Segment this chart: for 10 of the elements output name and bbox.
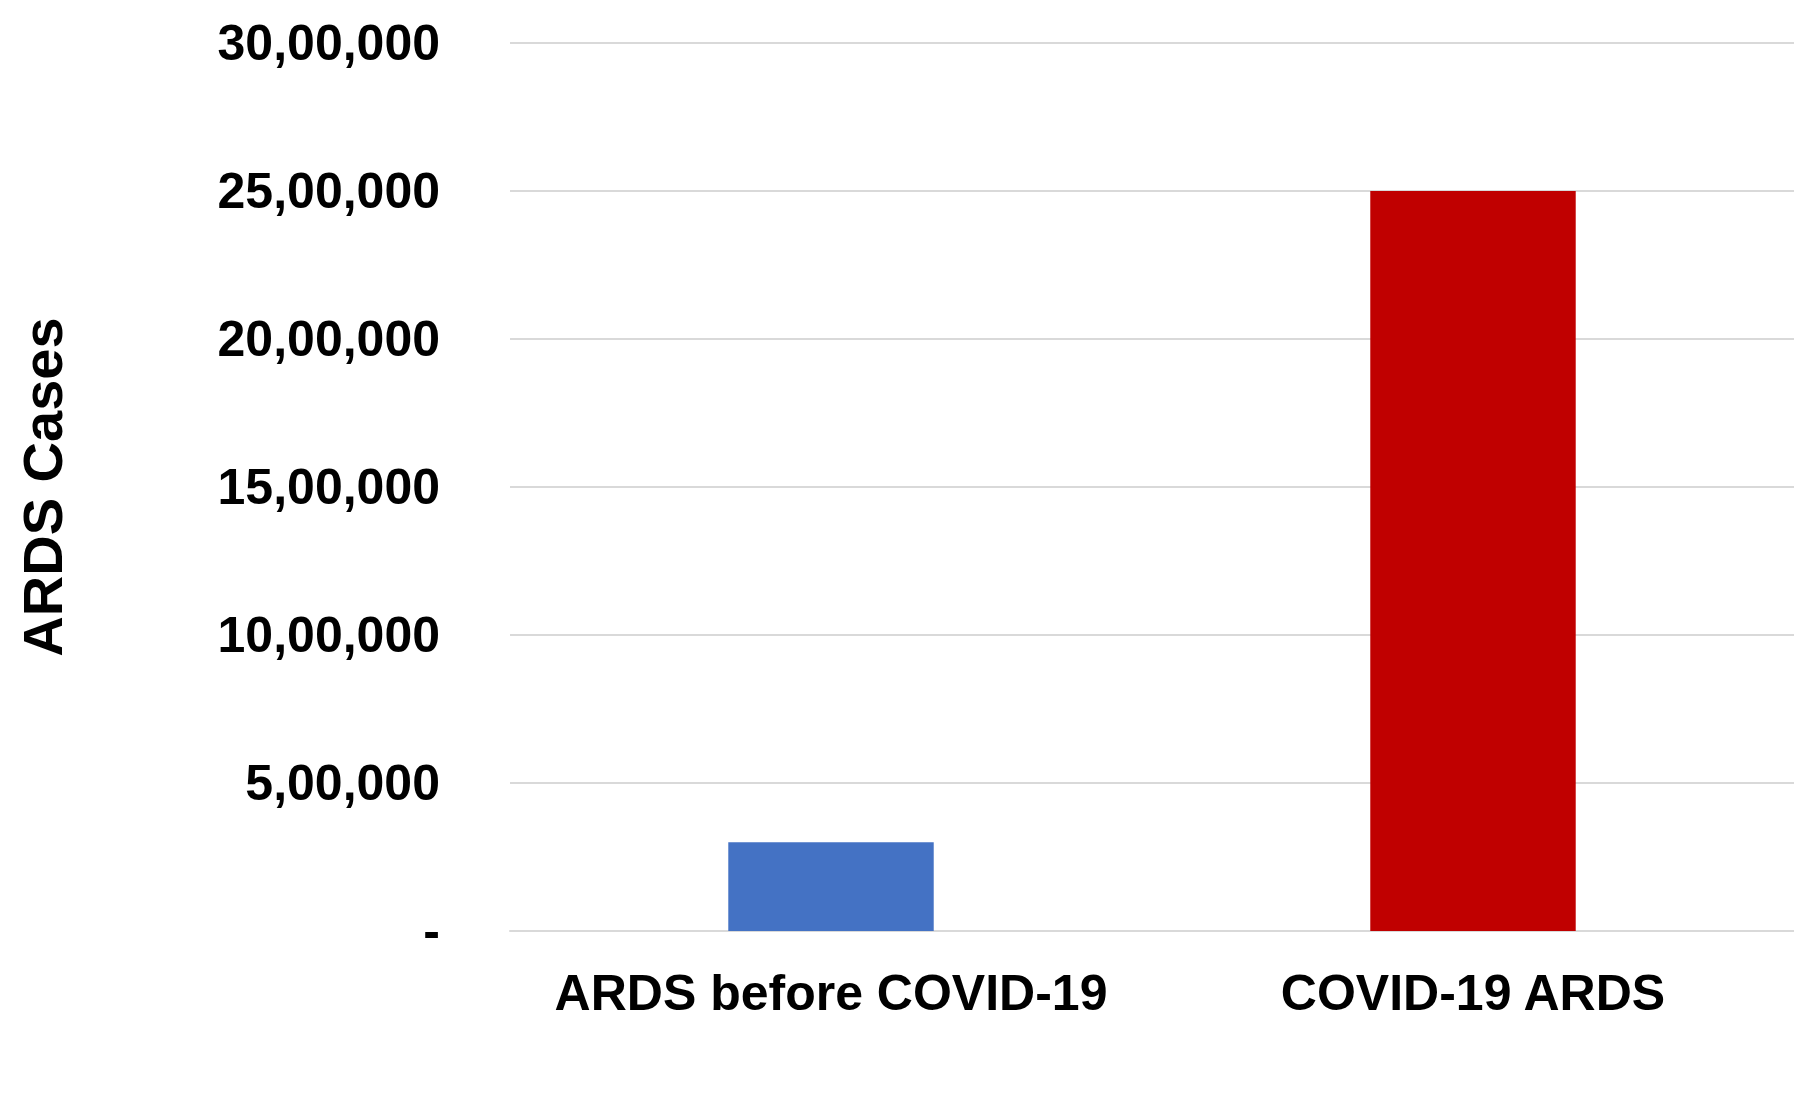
y-axis-title: ARDS Cases [10,317,74,657]
y-tick-label: 5,00,000 [245,755,440,811]
y-tick-label: 15,00,000 [217,459,440,515]
y-tick-label: 25,00,000 [217,163,440,219]
y-tick-label: 30,00,000 [217,15,440,71]
x-tick-label: COVID-19 ARDS [1280,965,1666,1021]
y-tick-label: 20,00,000 [217,311,440,367]
y-tick-label: 10,00,000 [217,607,440,663]
x-tick-label: ARDS before COVID-19 [554,965,1108,1021]
y-tick-label: - [423,903,440,959]
